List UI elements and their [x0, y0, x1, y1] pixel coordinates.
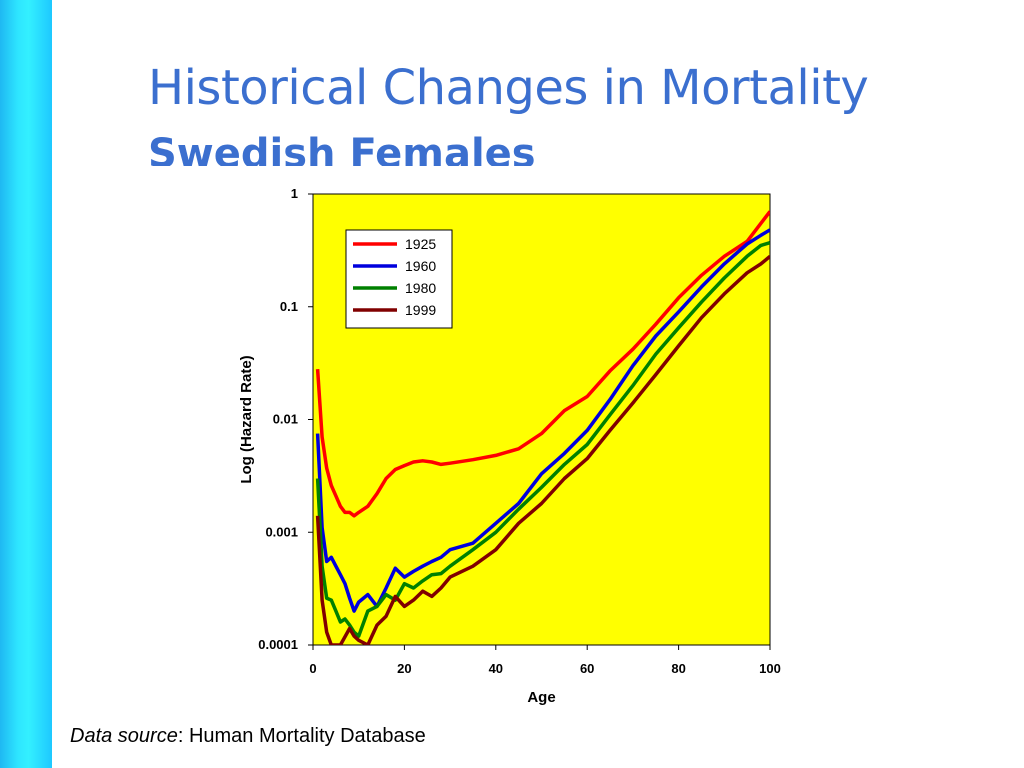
x-tick-label: 0 — [309, 661, 316, 676]
slide-subtitle: Swedish Females — [148, 131, 536, 166]
legend: 1925 1960 1980 1999 — [345, 229, 453, 329]
y-axis-label: Log (Hazard Rate) — [238, 355, 255, 483]
slide-title: Historical Changes in Mortality — [148, 60, 869, 116]
series-line-1999 — [315, 254, 770, 645]
legend-label-1960: 1960 — [405, 258, 436, 274]
y-tick-label: 0.1 — [280, 299, 298, 314]
x-tick-label: 20 — [397, 661, 411, 676]
series-line-1980 — [315, 241, 770, 638]
y-tick-label: 0.0001 — [258, 637, 298, 652]
legend-label-1925: 1925 — [405, 236, 436, 252]
x-axis-label: Age — [527, 689, 555, 706]
axes: 0 20 40 60 80 100 1 0.1 0.01 0.001 0.0001 — [258, 186, 781, 676]
x-tick-label: 100 — [759, 661, 781, 676]
data-source-text: : Human Mortality Database — [177, 725, 426, 747]
x-tick-label: 60 — [580, 661, 594, 676]
series-line-1925 — [315, 210, 770, 518]
series-lines — [315, 210, 770, 645]
sidebar-accent-bar — [0, 0, 52, 768]
y-tick-label: 0.001 — [265, 524, 298, 539]
y-tick-label: 0.01 — [273, 412, 298, 427]
legend-label-1999: 1999 — [405, 302, 436, 318]
x-tick-label: 40 — [489, 661, 503, 676]
data-source-label: Data source — [70, 725, 178, 747]
data-source-note: Data source: Human Mortality Database — [70, 725, 426, 748]
x-tick-label: 80 — [671, 661, 685, 676]
y-tick-label: 1 — [291, 186, 298, 201]
legend-label-1980: 1980 — [405, 280, 436, 296]
series-line-1960 — [315, 228, 770, 613]
